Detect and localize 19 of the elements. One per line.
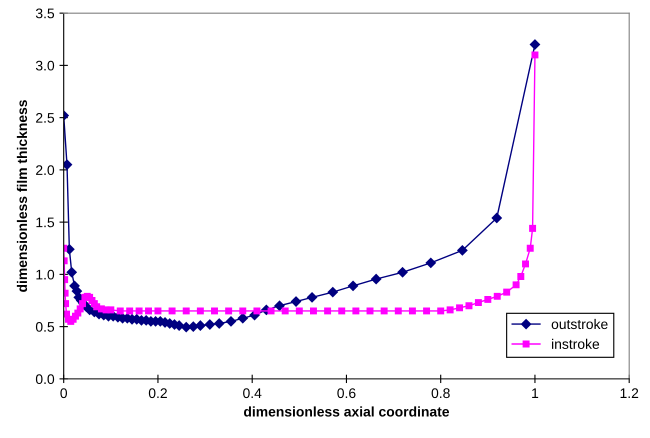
y-tick-label: 0.0 bbox=[36, 374, 54, 384]
y-axis-title: dimensionless film thickness bbox=[16, 100, 28, 292]
y-tick-label: 2.5 bbox=[36, 112, 54, 123]
x-tick-label: 0.2 bbox=[148, 388, 167, 398]
y-tick-label: 0.5 bbox=[36, 322, 54, 332]
x-tick-label: 0.8 bbox=[432, 388, 450, 398]
y-tick-label: 2.0 bbox=[36, 165, 54, 176]
y-tick-label: 3.0 bbox=[36, 60, 54, 71]
x-tick-label: 0 bbox=[60, 388, 68, 398]
x-tick-label: 0.4 bbox=[243, 388, 262, 398]
x-tick-label: 0.6 bbox=[337, 388, 356, 398]
y-tick-label: 3.5 bbox=[36, 8, 54, 18]
x-axis-title: dimensionless axial coordinate bbox=[244, 406, 450, 417]
x-tick-label: 1.2 bbox=[620, 388, 638, 398]
legend-label: instroke bbox=[552, 338, 600, 349]
x-tick-label: 1 bbox=[532, 388, 538, 398]
y-tick-label: 1.0 bbox=[36, 270, 54, 280]
legend-label: outstroke bbox=[552, 318, 608, 330]
y-tick-label: 1.5 bbox=[36, 218, 54, 228]
